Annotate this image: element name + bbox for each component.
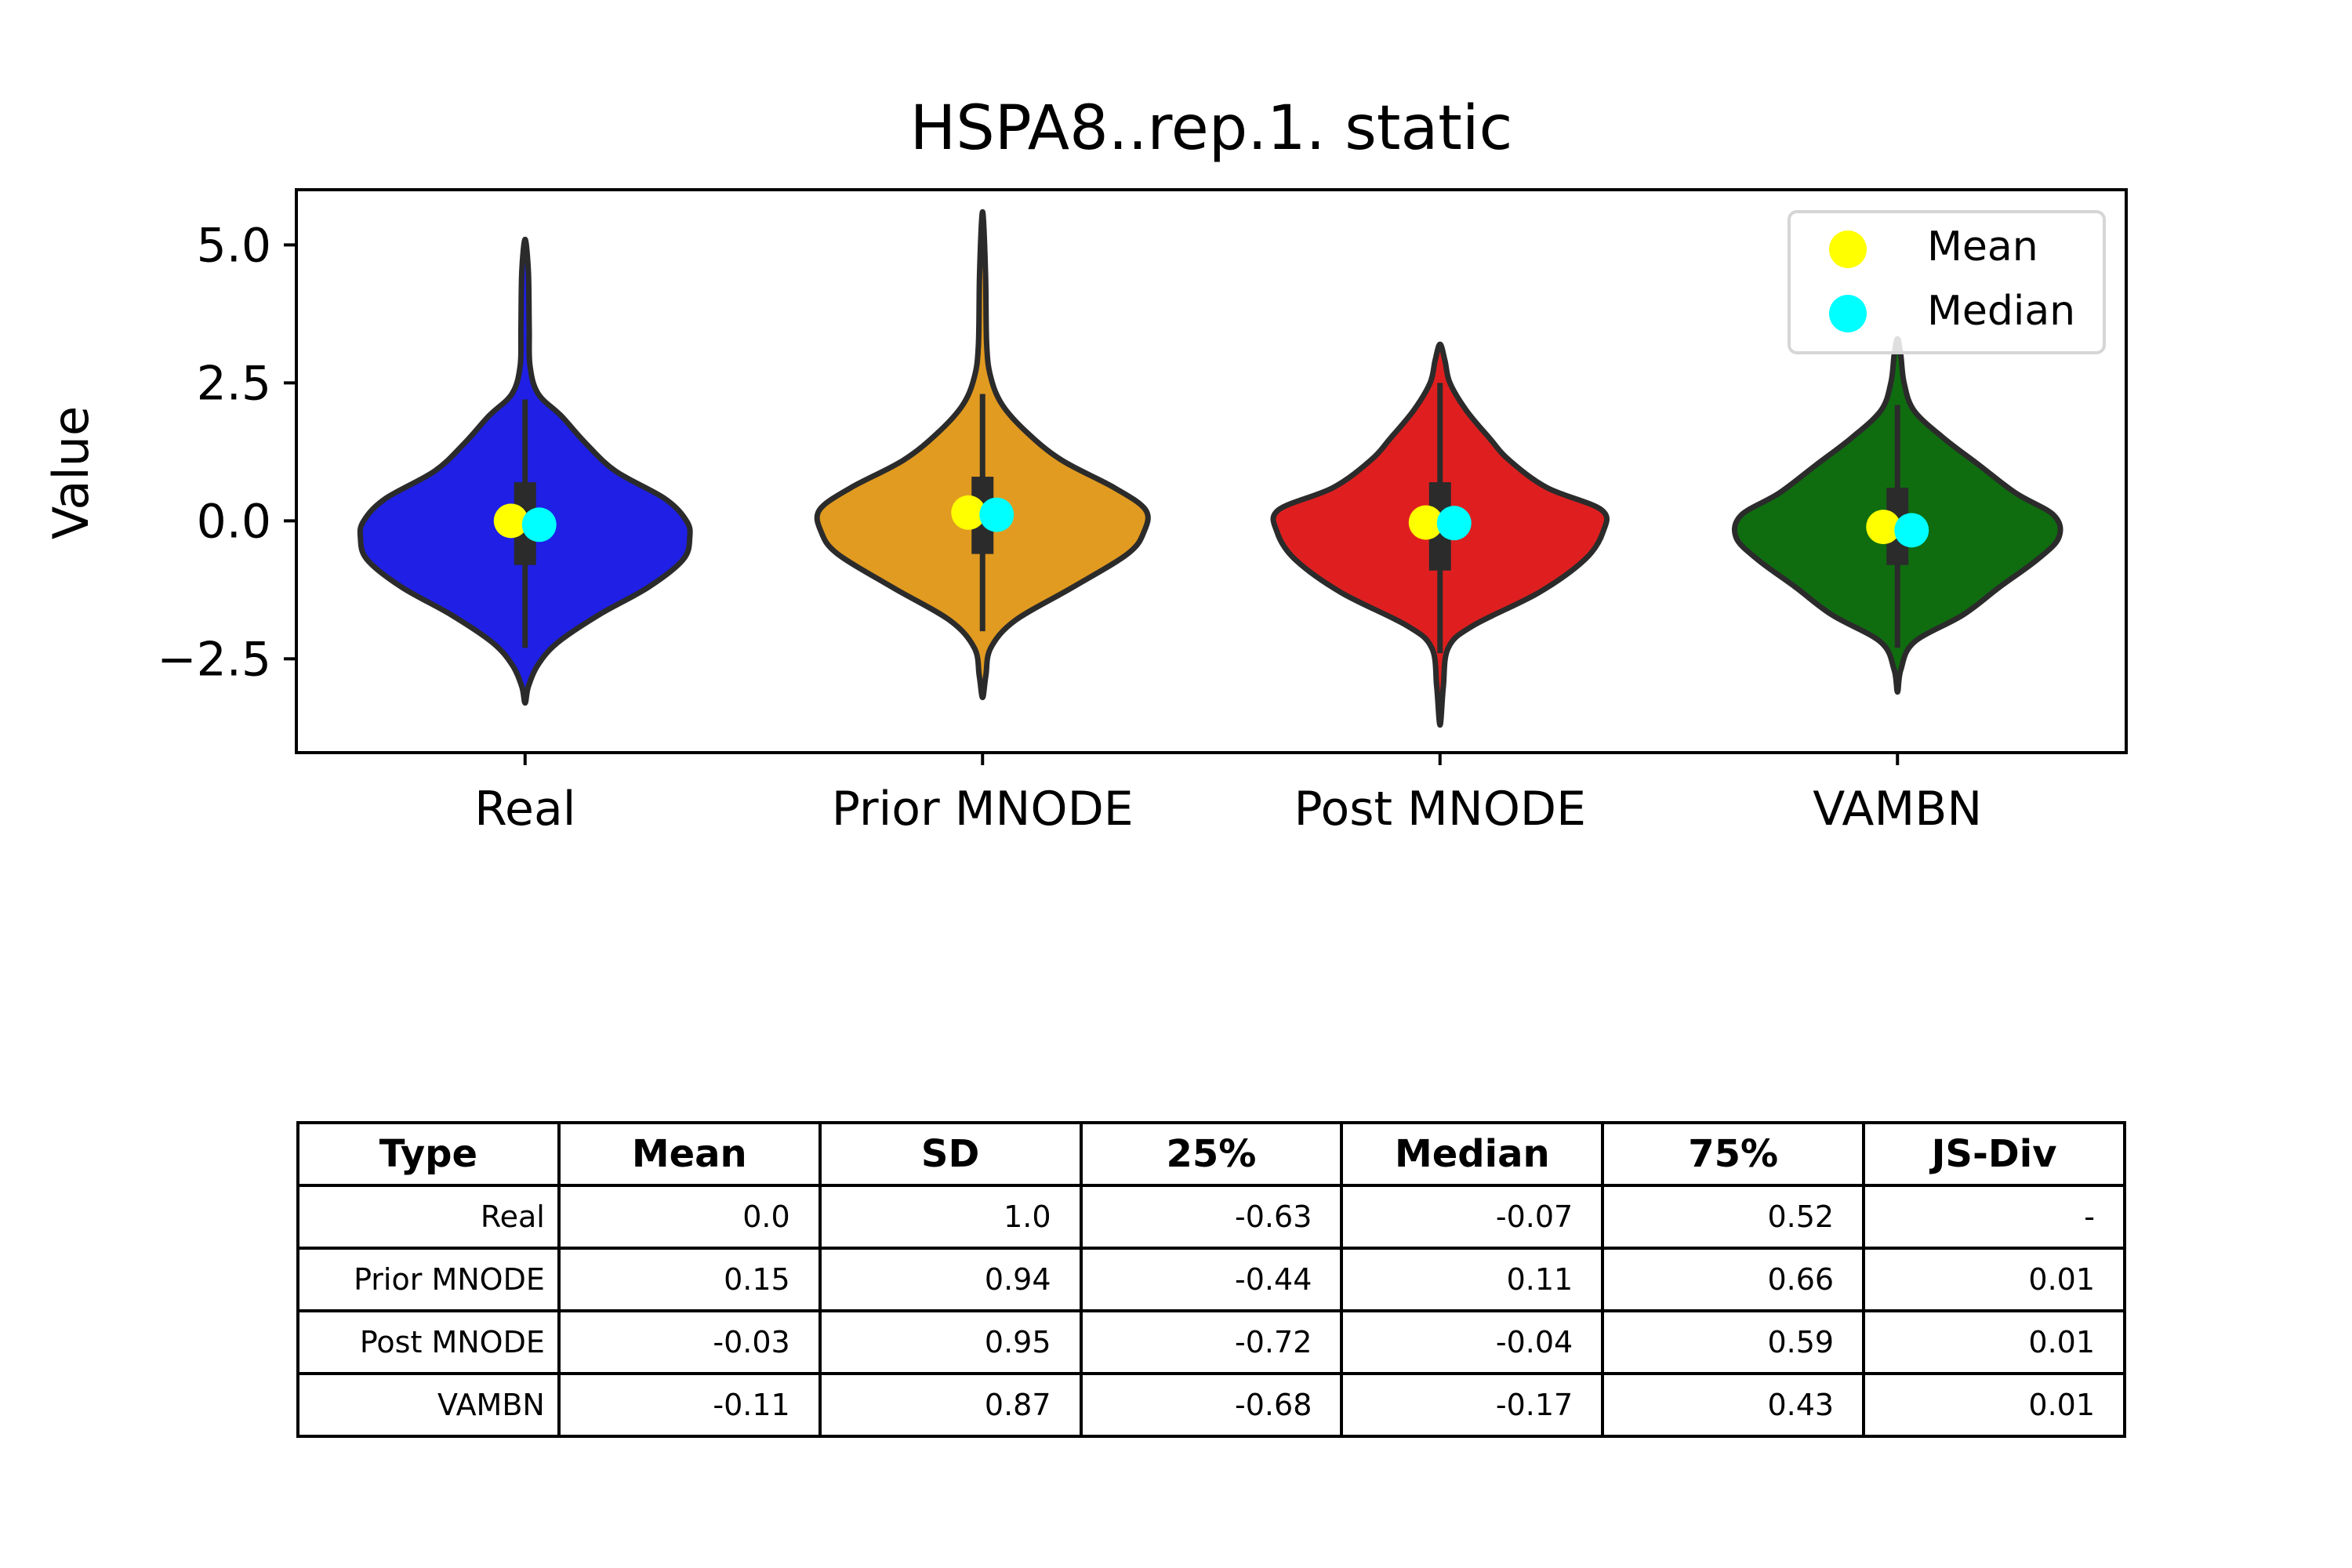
- x-tick-label: Prior MNODE: [832, 782, 1134, 837]
- median-marker: [521, 507, 557, 543]
- y-axis: 5.0 2.5 0.0 −2.5: [157, 218, 296, 687]
- mean-marker: [951, 495, 986, 530]
- cell-js-div: 0.01: [1862, 1372, 2126, 1438]
- cell-sd: 0.94: [818, 1247, 1083, 1312]
- cell-q1: -0.68: [1079, 1372, 1344, 1438]
- cell-sd: 0.87: [818, 1372, 1083, 1438]
- x-tick-label: Post MNODE: [1294, 782, 1586, 837]
- y-tick-label: 5.0: [197, 218, 271, 273]
- x-tick-label: Real: [474, 782, 575, 837]
- table-header-row: Type Mean SD 25% Median 75% JS-Div: [296, 1121, 2126, 1187]
- y-axis-label: Value: [42, 406, 100, 539]
- legend: Mean Median: [1788, 210, 2106, 354]
- summary-table: Type Mean SD 25% Median 75% JS-Div Real …: [296, 1121, 2126, 1438]
- cell-q1: -0.72: [1079, 1309, 1344, 1375]
- legend-mean-marker: [1829, 230, 1867, 268]
- x-tick-label: VAMBN: [1813, 782, 1982, 837]
- cell-type: Post MNODE: [296, 1309, 561, 1375]
- cell-median: -0.04: [1340, 1309, 1605, 1375]
- table-row: Post MNODE -0.03 0.95 -0.72 -0.04 0.59 0…: [296, 1309, 2126, 1375]
- mean-marker: [1866, 510, 1901, 545]
- plot-frame: [295, 188, 2128, 754]
- summary-table-wrapper: Type Mean SD 25% Median 75% JS-Div Real …: [296, 1121, 2126, 1438]
- cell-mean: 0.15: [557, 1247, 822, 1312]
- cell-sd: 1.0: [818, 1184, 1083, 1250]
- cell-js-div: -: [1862, 1184, 2126, 1250]
- cell-js-div: 0.01: [1862, 1247, 2126, 1312]
- median-marker: [1436, 506, 1472, 541]
- cell-q3: 0.43: [1601, 1372, 1866, 1438]
- header-mean: Mean: [557, 1121, 822, 1187]
- cell-type: Prior MNODE: [296, 1247, 561, 1312]
- y-tick-label: 2.5: [197, 356, 271, 411]
- cell-q1: -0.63: [1079, 1184, 1344, 1250]
- header-median: Median: [1340, 1121, 1605, 1187]
- legend-median-marker: [1829, 295, 1867, 332]
- legend-median-label: Median: [1927, 288, 2075, 335]
- median-marker: [1894, 513, 1929, 548]
- cell-median: 0.11: [1340, 1247, 1605, 1312]
- markers-layer: [493, 495, 1929, 548]
- cell-js-div: 0.01: [1862, 1309, 2126, 1375]
- cell-median: -0.17: [1340, 1372, 1605, 1438]
- header-js-div: JS-Div: [1862, 1121, 2126, 1187]
- cell-mean: -0.03: [557, 1309, 822, 1375]
- legend-box: [1788, 210, 2106, 354]
- cell-q3: 0.66: [1601, 1247, 1866, 1312]
- y-tick-label: −2.5: [157, 632, 271, 687]
- cell-median: -0.07: [1340, 1184, 1605, 1250]
- cell-type: VAMBN: [296, 1372, 561, 1438]
- median-marker: [979, 497, 1014, 532]
- y-tick-label: 0.0: [197, 494, 271, 549]
- cell-q3: 0.59: [1601, 1309, 1866, 1375]
- cell-q1: -0.44: [1079, 1247, 1344, 1312]
- table-row: VAMBN -0.11 0.87 -0.68 -0.17 0.43 0.01: [296, 1372, 2126, 1438]
- mean-marker: [493, 503, 528, 539]
- header-q3: 75%: [1601, 1121, 1866, 1187]
- header-type: Type: [296, 1121, 561, 1187]
- cell-sd: 0.95: [818, 1309, 1083, 1375]
- cell-q3: 0.52: [1601, 1184, 1866, 1250]
- table-row: Prior MNODE 0.15 0.94 -0.44 0.11 0.66 0.…: [296, 1247, 2126, 1312]
- table-row: Real 0.0 1.0 -0.63 -0.07 0.52 -: [296, 1184, 2126, 1250]
- cell-type: Real: [296, 1184, 561, 1250]
- cell-mean: 0.0: [557, 1184, 822, 1250]
- header-sd: SD: [818, 1121, 1083, 1187]
- header-q1: 25%: [1079, 1121, 1344, 1187]
- chart-title: HSPA8..rep.1. static: [910, 93, 1513, 164]
- legend-mean-label: Mean: [1927, 223, 2038, 270]
- x-axis: Real Prior MNODE Post MNODE VAMBN: [474, 753, 1982, 837]
- cell-mean: -0.11: [557, 1372, 822, 1438]
- mean-marker: [1408, 505, 1443, 540]
